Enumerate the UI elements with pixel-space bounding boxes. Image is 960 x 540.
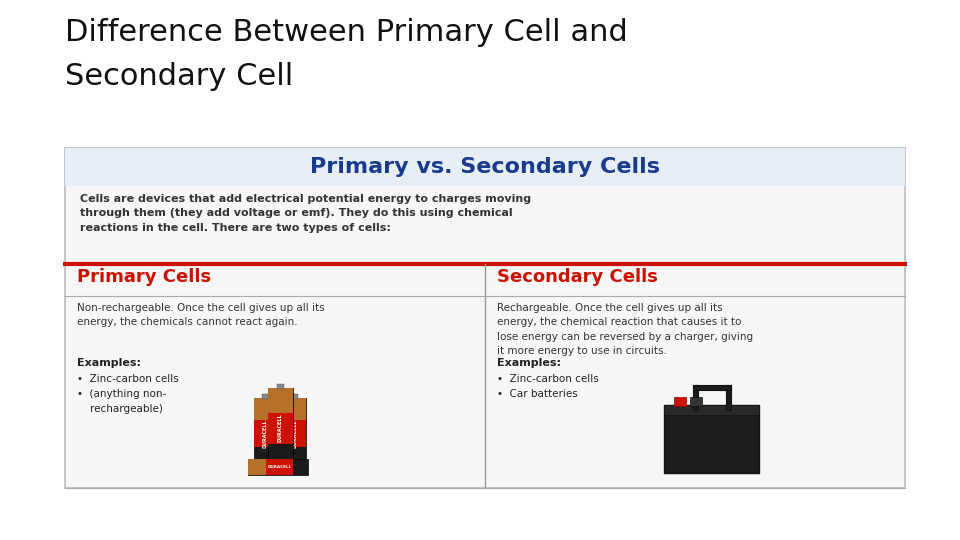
Bar <box>268 413 293 444</box>
Bar <box>664 405 759 473</box>
Bar <box>693 385 731 390</box>
Bar <box>674 397 686 406</box>
Text: Non-rechargeable. Once the cell gives up all its
energy, the chemicals cannot re: Non-rechargeable. Once the cell gives up… <box>77 303 324 327</box>
Bar <box>253 398 276 420</box>
Bar <box>65 148 905 488</box>
Bar <box>664 405 759 415</box>
Text: Rechargeable. Once the cell gives up all its
energy, the chemical reaction that : Rechargeable. Once the cell gives up all… <box>497 303 754 356</box>
Text: Secondary Cell: Secondary Cell <box>65 62 293 91</box>
Bar <box>253 398 276 470</box>
Bar <box>253 420 276 447</box>
Text: Primary vs. Secondary Cells: Primary vs. Secondary Cells <box>310 157 660 177</box>
Text: Difference Between Primary Cell and: Difference Between Primary Cell and <box>65 18 628 47</box>
Text: Examples:: Examples: <box>497 358 561 368</box>
Text: DURACELL: DURACELL <box>277 414 283 442</box>
Text: DURACELL: DURACELL <box>267 465 292 469</box>
Bar <box>284 398 306 420</box>
Bar <box>268 388 293 413</box>
Bar <box>268 388 293 470</box>
Bar <box>65 148 905 186</box>
Bar <box>284 420 306 447</box>
Bar <box>690 397 703 406</box>
Text: Secondary Cells: Secondary Cells <box>497 268 658 286</box>
Text: DURACELL: DURACELL <box>262 419 267 448</box>
Bar <box>284 398 306 470</box>
Bar <box>693 385 698 410</box>
Bar <box>276 384 284 389</box>
Bar <box>248 459 266 475</box>
Bar <box>292 394 299 399</box>
Text: •  Zinc-carbon cells
•  Car batteries: • Zinc-carbon cells • Car batteries <box>497 374 599 399</box>
Text: Cells are devices that add electrical potential energy to charges moving
through: Cells are devices that add electrical po… <box>80 194 531 233</box>
Text: Primary Cells: Primary Cells <box>77 268 211 286</box>
Text: Examples:: Examples: <box>77 358 141 368</box>
Bar <box>261 394 268 399</box>
Bar <box>266 459 293 475</box>
Text: DURACELL: DURACELL <box>292 419 298 448</box>
Text: •  Zinc-carbon cells
•  (anything non-
    rechargeable): • Zinc-carbon cells • (anything non- rec… <box>77 374 179 414</box>
Bar <box>248 459 308 475</box>
Bar <box>726 385 731 410</box>
